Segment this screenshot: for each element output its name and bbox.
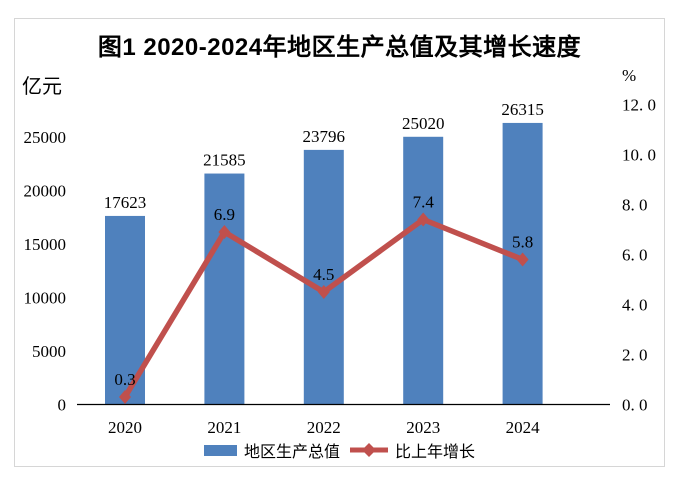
bar-value-label: 25020	[402, 114, 445, 133]
line-marker-2022	[317, 285, 330, 299]
right-axis-unit-label: %	[622, 66, 637, 85]
legend: 地区生产总值 比上年增长	[0, 439, 679, 461]
line-value-label: 0.3	[114, 370, 135, 389]
chart-title: 图1 2020-2024年地区生产总值及其增长速度	[97, 34, 582, 61]
left-axis-unit-label: 亿元	[22, 76, 62, 98]
bar-value-label: 17623	[104, 193, 147, 212]
left-axis-tick-label: 25000	[24, 128, 67, 147]
line-marker-2020	[119, 390, 131, 404]
line-value-label: 7.4	[413, 193, 435, 212]
left-axis-tick-label: 0	[58, 396, 67, 415]
x-axis-label: 2021	[207, 418, 241, 437]
bar-value-label: 26315	[501, 100, 544, 119]
legend-line-diamond-swatch	[350, 443, 388, 457]
line-marker-2024	[516, 252, 529, 267]
right-axis-tick-label: 6. 0	[622, 246, 648, 265]
line-value-label: 4.5	[313, 265, 334, 284]
bar-value-label: 23796	[303, 127, 346, 146]
x-axis-label: 2022	[307, 418, 341, 437]
left-axis-tick-label: 20000	[24, 182, 67, 201]
legend-growth-label: 比上年增长	[395, 444, 476, 461]
legend-gdp-label: 地区生产总值	[243, 444, 340, 461]
left-axis-tick-label: 10000	[24, 289, 67, 308]
right-axis-tick-label: 2. 0	[622, 346, 648, 365]
line-value-label: 5.8	[512, 233, 533, 252]
right-axis-tick-label: 12. 0	[622, 96, 656, 115]
line-marker-2023	[417, 212, 430, 227]
right-axis-tick-label: 4. 0	[622, 296, 648, 315]
line-value-label: 6.9	[214, 205, 235, 224]
right-axis-tick-label: 10. 0	[622, 146, 656, 165]
right-axis-tick-label: 8. 0	[622, 196, 648, 215]
legend-bar-swatch	[203, 444, 237, 456]
right-axis-tick-label: 0. 0	[622, 396, 648, 415]
legend-diamond-icon	[362, 443, 376, 457]
left-axis-tick-label: 5000	[32, 342, 66, 361]
bar-2022	[303, 149, 344, 405]
x-axis-label: 2020	[108, 418, 142, 437]
x-axis-label: 2024	[506, 418, 541, 437]
line-marker-2021	[218, 225, 231, 239]
x-axis-label: 2023	[406, 418, 440, 437]
bar-2023	[403, 136, 444, 405]
bar-2021	[204, 173, 245, 405]
bar-value-label: 21585	[203, 151, 246, 170]
left-axis-tick-label: 15000	[24, 235, 67, 254]
